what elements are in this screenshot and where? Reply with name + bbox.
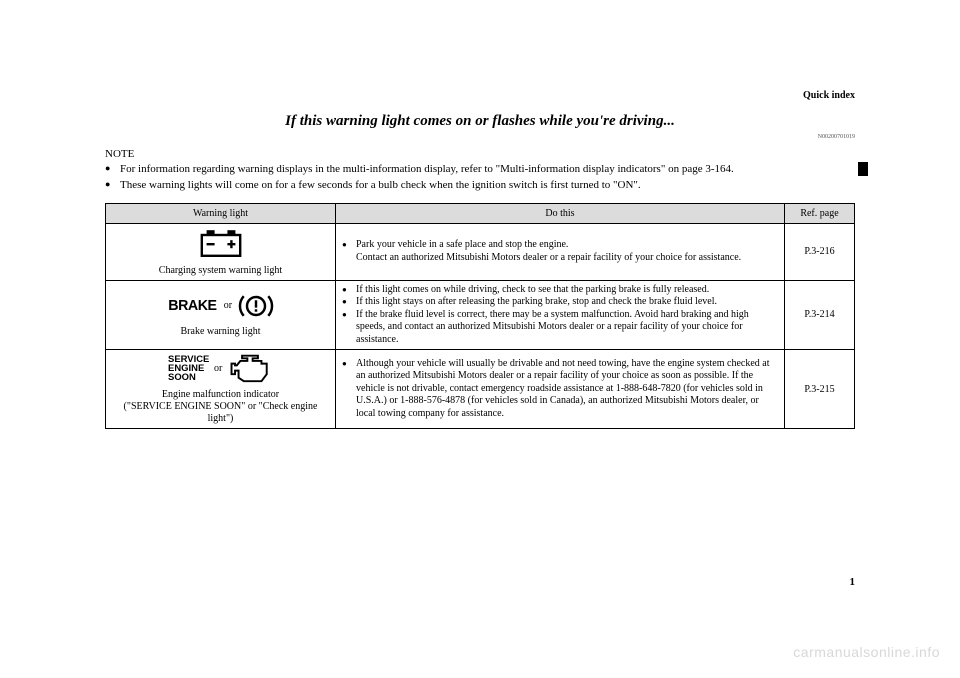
warning-label: Engine malfunction indicator ("SERVICE E… xyxy=(112,389,329,425)
doc-code: N00200701019 xyxy=(105,134,855,140)
warning-label: Charging system warning light xyxy=(159,265,282,277)
cell-dothis: Although your vehicle will usually be dr… xyxy=(336,350,785,429)
brake-text-icon: BRAKE xyxy=(168,297,216,314)
note-list: For information regarding warning displa… xyxy=(105,162,855,193)
table-row: BRAKE or Brake warning light xyxy=(106,280,855,350)
th-ref: Ref. page xyxy=(785,203,855,223)
note-heading: NOTE xyxy=(105,148,855,160)
warning-label-line: Engine malfunction indicator xyxy=(112,389,329,401)
dothis-item: Park your vehicle in a safe place and st… xyxy=(342,239,778,252)
dothis-item: If this light comes on while driving, ch… xyxy=(342,284,778,297)
dothis-item: If this light stays on after releasing t… xyxy=(342,296,778,309)
dothis-item: If the brake fluid level is correct, the… xyxy=(342,309,778,347)
watermark: carmanualsonline.info xyxy=(793,644,940,660)
th-dothis: Do this xyxy=(336,203,785,223)
cell-warning: SERVICE ENGINE SOON or Engine malfunctio… xyxy=(106,350,336,429)
or-label: or xyxy=(214,363,222,374)
table-row: Charging system warning light Park your … xyxy=(106,223,855,280)
manual-page: Quick index If this warning light comes … xyxy=(0,0,960,429)
cell-warning: BRAKE or Brake warning light xyxy=(106,280,336,350)
side-tab-marker xyxy=(858,162,868,176)
cell-dothis: If this light comes on while driving, ch… xyxy=(336,280,785,350)
table-row: SERVICE ENGINE SOON or Engine malfunctio… xyxy=(106,350,855,429)
or-label: or xyxy=(224,300,232,311)
service-line: SOON xyxy=(168,373,209,382)
page-number: 1 xyxy=(850,576,856,588)
section-header: Quick index xyxy=(105,90,855,101)
note-item: For information regarding warning displa… xyxy=(105,162,855,176)
warning-label-line: ("SERVICE ENGINE SOON" or "Check engine … xyxy=(112,401,329,425)
dothis-item: Although your vehicle will usually be dr… xyxy=(342,358,778,421)
cell-ref: P.3-214 xyxy=(785,280,855,350)
cell-dothis: Park your vehicle in a safe place and st… xyxy=(336,223,785,280)
page-title: If this warning light comes on or flashe… xyxy=(105,113,855,130)
cell-ref: P.3-215 xyxy=(785,350,855,429)
warning-label: Brake warning light xyxy=(181,326,261,338)
service-engine-text-icon: SERVICE ENGINE SOON xyxy=(168,355,209,382)
cell-ref: P.3-216 xyxy=(785,223,855,280)
th-warning: Warning light xyxy=(106,203,336,223)
engine-icon xyxy=(228,353,272,383)
brake-circle-icon xyxy=(238,292,274,320)
warning-table: Warning light Do this Ref. page xyxy=(105,203,855,430)
dothis-sub: Contact an authorized Mitsubishi Motors … xyxy=(342,252,778,265)
cell-warning: Charging system warning light xyxy=(106,223,336,280)
note-item: These warning lights will come on for a … xyxy=(105,178,855,192)
battery-icon xyxy=(196,227,246,259)
